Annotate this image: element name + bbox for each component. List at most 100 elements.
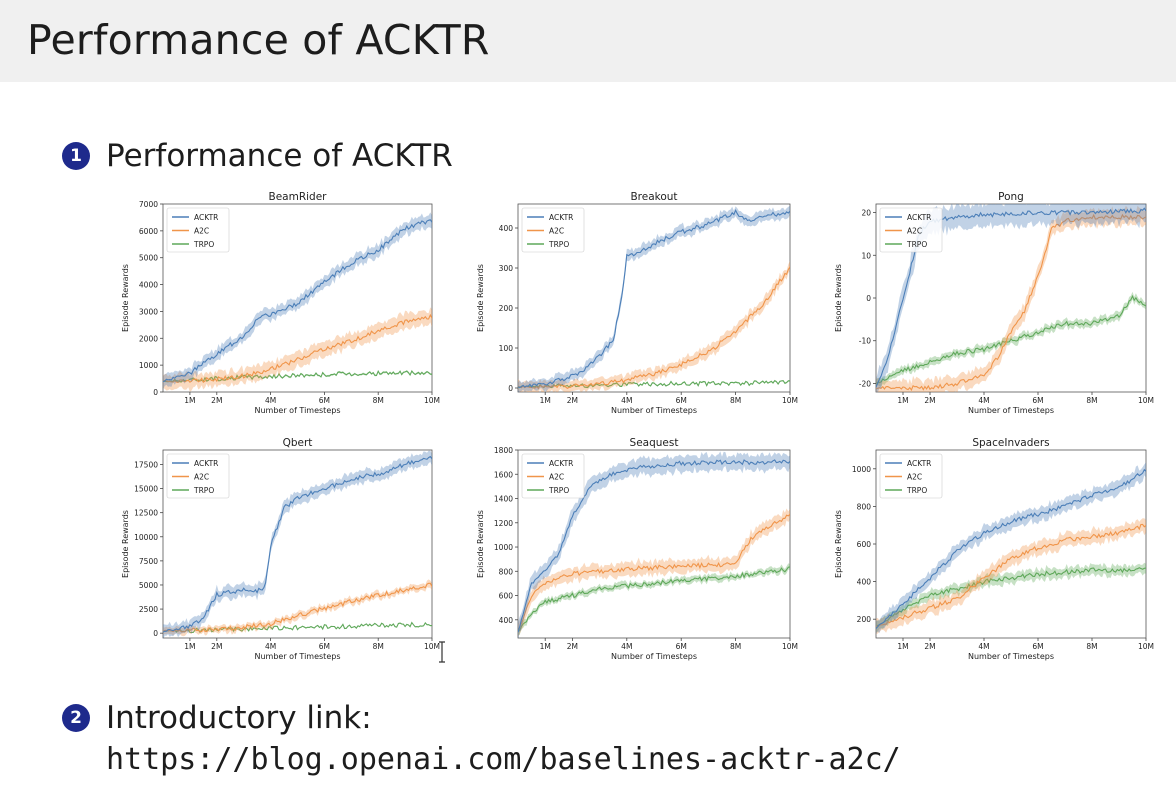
legend-label-acktr: ACKTR <box>907 213 931 222</box>
y-tick-label: 800 <box>499 567 514 576</box>
band-a2c <box>163 307 432 392</box>
x-tick-label: 6M <box>319 396 330 405</box>
x-axis-label: Number of Timesteps <box>611 406 697 415</box>
y-tick-label: 800 <box>857 502 872 511</box>
legend-label-a2c: A2C <box>194 227 209 236</box>
series-line-acktr <box>518 459 790 633</box>
x-tick-label: 10M <box>424 642 440 651</box>
title-bar: Performance of ACKTR <box>0 0 1176 82</box>
legend-box <box>521 207 585 253</box>
band-acktr <box>163 450 432 638</box>
x-tick-label: 10M <box>782 396 798 405</box>
series-line-acktr <box>163 219 432 383</box>
series-group <box>518 205 790 392</box>
x-tick-label: 1M <box>540 642 551 651</box>
y-axis-label: Episode Rewards <box>121 510 130 578</box>
chart-title: Seaquest <box>630 437 679 449</box>
y-axis-label: Episode Rewards <box>834 264 843 332</box>
chart-title: Qbert <box>283 437 313 449</box>
bullet-2-text: Introductory link: <box>106 700 372 736</box>
x-tick-label: 8M <box>730 396 741 405</box>
x-tick-label: 8M <box>373 396 384 405</box>
x-tick-label: 4M <box>265 396 276 405</box>
y-tick-label: 1200 <box>494 519 513 528</box>
x-tick-label: 2M <box>567 396 578 405</box>
band-trpo <box>876 562 1146 633</box>
series-group <box>876 462 1146 635</box>
series-line-trpo <box>163 369 432 383</box>
y-tick-label: 5000 <box>139 581 158 590</box>
legend-label-a2c: A2C <box>907 473 922 482</box>
bullet-1: 1 Performance of ACKTR <box>62 138 453 174</box>
legend: ACKTR A2C TRPO <box>166 207 230 253</box>
legend-label-trpo: TRPO <box>548 240 569 249</box>
chart-spaceinvaders: SpaceInvaders 1M 2M 4M 6M 8M 10M 200 400 600 800 10… <box>834 437 1154 661</box>
series-line-a2c <box>876 213 1146 392</box>
y-tick-label: 600 <box>857 540 872 549</box>
x-tick-label: 4M <box>621 396 632 405</box>
x-axis-label: Number of Timesteps <box>255 406 341 415</box>
chart-beamrider: BeamRider 1M 2M 4M 6M 8M 10M 0 1000 2000 3000 4000 5… <box>121 191 440 415</box>
bullet-number-1: 1 <box>62 142 90 170</box>
band-trpo <box>518 563 790 636</box>
y-tick-label: 20 <box>861 209 871 218</box>
y-tick-label: 200 <box>499 304 514 313</box>
series-group <box>518 451 790 638</box>
y-tick-label: 400 <box>499 224 514 233</box>
series-line-a2c <box>876 523 1146 628</box>
series-group <box>163 450 432 638</box>
band-a2c <box>876 205 1146 392</box>
band-a2c <box>518 508 790 637</box>
y-tick-label: 4000 <box>139 281 158 290</box>
band-acktr <box>163 212 432 390</box>
band-acktr <box>876 204 1146 392</box>
chart-title: SpaceInvaders <box>972 437 1049 449</box>
legend: ACKTR A2C TRPO <box>879 207 943 253</box>
x-tick-label: 10M <box>1138 396 1154 405</box>
legend: ACKTR A2C TRPO <box>521 207 585 253</box>
text-cursor-icon <box>439 641 445 663</box>
x-tick-label: 2M <box>924 396 935 405</box>
x-tick-label: 4M <box>978 642 989 651</box>
y-tick-label: 6000 <box>139 227 158 236</box>
x-tick-label: 2M <box>211 396 222 405</box>
series-line-acktr <box>163 455 432 633</box>
x-tick-label: 1M <box>540 396 551 405</box>
series-line-acktr <box>518 208 790 389</box>
x-axis-label: Number of Timesteps <box>968 652 1054 661</box>
chart-title: BeamRider <box>269 191 328 203</box>
x-tick-label: 8M <box>730 642 741 651</box>
legend-label-acktr: ACKTR <box>194 213 218 222</box>
y-tick-label: 2500 <box>139 605 158 614</box>
legend-label-a2c: A2C <box>194 473 209 482</box>
y-tick-label: 600 <box>499 592 514 601</box>
y-tick-label: 1000 <box>139 361 158 370</box>
legend-label-acktr: ACKTR <box>549 213 573 222</box>
legend-label-trpo: TRPO <box>193 486 214 495</box>
y-tick-label: 100 <box>499 344 514 353</box>
chart-seaquest: Seaquest 1M 2M 4M 6M 8M 10M 400 600 800 1000 1200 14… <box>476 437 798 661</box>
y-axis-label: Episode Rewards <box>834 510 843 578</box>
legend-label-trpo: TRPO <box>906 486 927 495</box>
y-tick-label: 0 <box>866 294 871 303</box>
y-tick-label: 400 <box>857 578 872 587</box>
x-tick-label: 10M <box>782 642 798 651</box>
y-tick-label: 17500 <box>134 460 158 469</box>
legend-label-trpo: TRPO <box>906 240 927 249</box>
legend-label-trpo: TRPO <box>548 486 569 495</box>
series-line-a2c <box>163 313 432 384</box>
series-line-a2c <box>518 513 790 632</box>
introductory-link[interactable]: https://blog.openai.com/baselines-acktr-… <box>106 742 901 777</box>
y-tick-label: 1800 <box>494 446 513 455</box>
legend-label-a2c: A2C <box>549 227 564 236</box>
band-acktr <box>876 462 1146 635</box>
x-tick-label: 2M <box>924 642 935 651</box>
y-tick-label: 0 <box>153 629 158 638</box>
band-acktr <box>518 205 790 392</box>
legend-label-trpo: TRPO <box>193 240 214 249</box>
x-axis-label: Number of Timesteps <box>611 652 697 661</box>
y-tick-label: 0 <box>153 388 158 397</box>
series-line-acktr <box>876 468 1146 629</box>
x-tick-label: 6M <box>1032 396 1043 405</box>
